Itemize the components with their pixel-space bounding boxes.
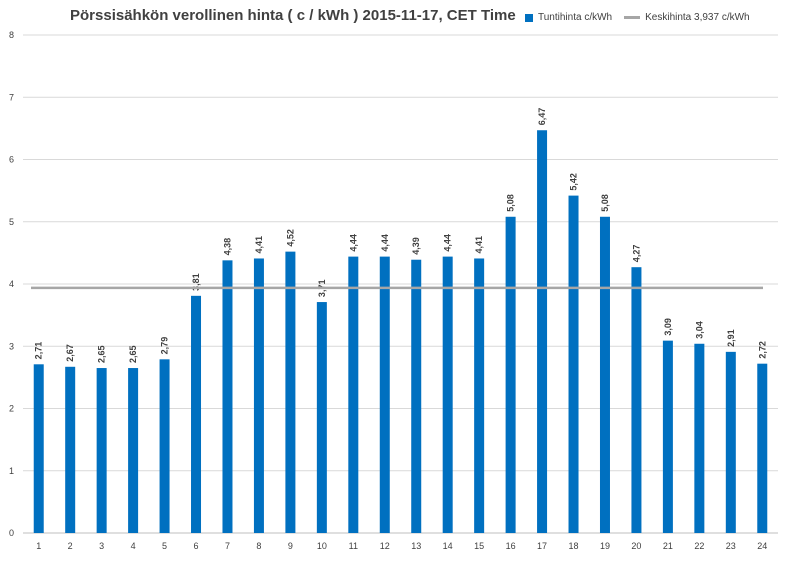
data-label: 4,41 [254, 236, 264, 254]
data-label: 3,81 [191, 273, 201, 291]
x-tick-label: 15 [474, 541, 484, 551]
y-tick-label: 1 [9, 466, 14, 476]
y-tick-label: 6 [9, 155, 14, 165]
bar [662, 340, 673, 533]
bar [599, 216, 610, 533]
data-label: 4,52 [285, 229, 295, 247]
x-tick-label: 20 [631, 541, 641, 551]
data-label: 2,72 [757, 341, 767, 359]
x-tick-label: 11 [349, 541, 358, 551]
data-label: 4,38 [222, 238, 232, 256]
data-label: 4,44 [443, 234, 453, 252]
data-label: 3,09 [663, 318, 673, 336]
x-tick-label: 24 [757, 541, 767, 551]
data-label: 4,27 [631, 245, 641, 263]
x-tick-label: 5 [162, 541, 167, 551]
data-label: 4,39 [411, 237, 421, 255]
data-label: 5,08 [600, 194, 610, 212]
bar [128, 368, 139, 533]
x-tick-label: 1 [36, 541, 41, 551]
x-tick-label: 4 [131, 541, 136, 551]
bar [33, 364, 44, 533]
bar [725, 351, 736, 533]
data-label: 2,65 [97, 346, 107, 364]
x-tick-label: 2 [68, 541, 73, 551]
bar [474, 258, 485, 533]
x-tick-label: 13 [411, 541, 421, 551]
y-tick-label: 0 [9, 528, 14, 538]
data-label: 2,65 [128, 346, 138, 364]
bar [631, 267, 642, 533]
bar [411, 259, 422, 533]
x-tick-label: 16 [506, 541, 516, 551]
chart-legend: Tuntihinta c/kWh Keskihinta 3,937 c/kWh [525, 12, 762, 23]
y-tick-label: 4 [9, 279, 14, 289]
bar [348, 256, 359, 533]
bar [253, 258, 264, 533]
y-tick-label: 3 [9, 341, 14, 351]
y-tick-label: 2 [9, 404, 14, 414]
bar [442, 256, 453, 533]
data-label: 2,91 [726, 329, 736, 347]
y-tick-label: 8 [9, 30, 14, 40]
bar [222, 260, 233, 533]
x-tick-label: 14 [443, 541, 453, 551]
x-tick-label: 21 [663, 541, 673, 551]
bar [537, 130, 548, 533]
bar [65, 366, 76, 533]
chart-title: Pörssisähkön verollinen hinta ( c / kWh … [70, 7, 516, 24]
bar [505, 216, 516, 533]
y-tick-label: 5 [9, 217, 14, 227]
data-label: 3,04 [694, 321, 704, 339]
legend-label-hourly: Tuntihinta c/kWh [538, 12, 613, 23]
data-label: 2,67 [65, 344, 75, 362]
x-tick-label: 8 [256, 541, 261, 551]
y-tick-label: 7 [9, 92, 14, 102]
bar [285, 251, 296, 533]
bar [316, 302, 327, 533]
bar [694, 343, 705, 533]
legend-item-average: Keskihinta 3,937 c/kWh [624, 12, 750, 23]
x-tick-label: 22 [694, 541, 704, 551]
x-tick-label: 6 [194, 541, 199, 551]
bar [379, 256, 390, 533]
data-label: 2,79 [160, 337, 170, 355]
x-tick-label: 12 [380, 541, 390, 551]
x-tick-label: 3 [99, 541, 104, 551]
x-tick-label: 9 [288, 541, 293, 551]
data-label: 6,47 [537, 108, 547, 126]
x-tick-label: 18 [569, 541, 579, 551]
x-tick-label: 17 [537, 541, 547, 551]
x-tick-label: 19 [600, 541, 610, 551]
bar [191, 295, 202, 533]
data-label: 5,42 [569, 173, 579, 191]
legend-bar-swatch [525, 13, 533, 22]
data-label: 4,44 [380, 234, 390, 252]
legend-line-swatch [624, 16, 641, 19]
bar [757, 363, 768, 533]
data-label: 4,41 [474, 236, 484, 254]
x-tick-label: 10 [317, 541, 327, 551]
x-tick-label: 23 [726, 541, 736, 551]
data-label: 2,71 [34, 342, 44, 360]
bar [159, 359, 170, 533]
x-tick-label: 7 [225, 541, 230, 551]
legend-label-average: Keskihinta 3,937 c/kWh [645, 12, 750, 23]
data-label: 4,44 [348, 234, 358, 252]
bar [96, 368, 107, 533]
data-label: 5,08 [506, 194, 516, 212]
legend-item-hourly: Tuntihinta c/kWh [525, 12, 612, 23]
bar [568, 195, 579, 534]
